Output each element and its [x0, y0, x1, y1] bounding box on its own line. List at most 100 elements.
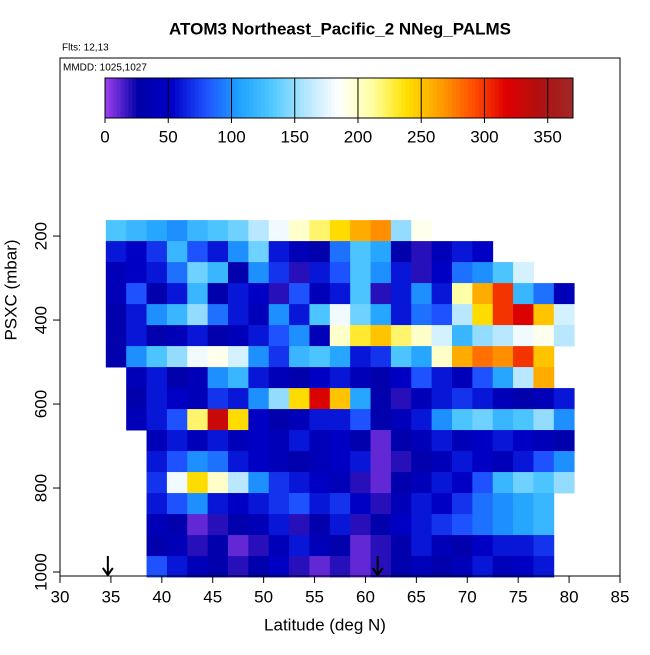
colorbar-swatch	[358, 78, 363, 118]
arrow	[371, 556, 384, 577]
heat-cell	[309, 388, 331, 410]
heat-cell	[329, 283, 351, 305]
heat-cell	[309, 241, 331, 263]
heat-cell	[248, 535, 270, 557]
heat-cell	[472, 514, 494, 536]
heat-cell	[248, 451, 270, 473]
heat-cell	[492, 346, 514, 368]
heat-cell	[228, 514, 249, 536]
heat-cell	[187, 241, 209, 263]
heat-cell	[309, 325, 331, 347]
heat-cell	[513, 325, 534, 347]
heat-cell	[146, 472, 168, 494]
heat-cell	[533, 409, 555, 431]
heat-cell	[309, 556, 331, 578]
colorbar-swatch	[120, 78, 125, 118]
colorbar-swatch	[483, 78, 488, 118]
heat-cell	[146, 430, 168, 452]
heat-cell	[492, 409, 514, 431]
colorbar-swatch	[491, 78, 496, 118]
heat-cell	[411, 409, 433, 431]
colorbar-swatch	[179, 78, 184, 118]
heat-cell	[492, 367, 514, 389]
heat-cell	[533, 493, 555, 515]
heat-cell	[370, 409, 392, 431]
colorbar-swatch	[381, 78, 387, 118]
heat-cell	[105, 262, 127, 284]
colorbar-swatch	[155, 78, 161, 118]
x-tick-label: 85	[611, 587, 630, 606]
colorbar-swatch	[144, 78, 149, 118]
heat-cell	[472, 388, 494, 410]
colorbar-swatch	[335, 78, 340, 118]
heat-cell	[166, 535, 188, 557]
heat-cell	[452, 430, 473, 452]
heat-cell	[187, 409, 209, 431]
heat-cell	[411, 514, 433, 536]
heat-cell	[309, 535, 331, 557]
heat-cell	[126, 262, 147, 284]
heat-cell	[513, 367, 534, 389]
heat-cell	[390, 262, 412, 284]
heat-cell	[207, 241, 229, 263]
colorbar-swatch	[210, 78, 215, 118]
heat-cell	[289, 304, 310, 326]
heat-cell	[207, 388, 229, 410]
heat-cell	[472, 451, 494, 473]
heat-cell	[329, 241, 351, 263]
heat-cell	[431, 535, 453, 557]
x-tick-label: 70	[458, 587, 477, 606]
heat-cell	[289, 493, 310, 515]
colorbar-swatch	[518, 78, 523, 118]
heat-cell	[146, 283, 168, 305]
heat-cell	[228, 493, 249, 515]
heat-cell	[166, 367, 188, 389]
heat-cell	[411, 556, 433, 578]
y-tick-label: 600	[31, 390, 50, 418]
colorbar-swatch	[374, 78, 379, 118]
heat-cell	[207, 220, 229, 242]
heat-cell	[289, 388, 310, 410]
heat-cell	[268, 304, 290, 326]
colorbar-swatch	[459, 78, 465, 118]
heat-cell	[350, 430, 371, 452]
heat-cell	[126, 346, 147, 368]
heat-cell	[309, 262, 331, 284]
heat-cell	[390, 493, 412, 515]
heat-cell	[166, 346, 188, 368]
heat-cell	[309, 472, 331, 494]
colorbar-swatch	[319, 78, 324, 118]
heat-cell	[553, 451, 575, 473]
y-axis-title: PSXC (mbar)	[1, 239, 20, 340]
colorbar-swatch	[331, 78, 336, 118]
colorbar-swatch	[436, 78, 441, 118]
heat-cell	[472, 409, 494, 431]
heat-cell	[472, 241, 494, 263]
heat-cell	[329, 556, 351, 578]
colorbar-swatch	[202, 78, 207, 118]
heat-cell	[431, 304, 453, 326]
heat-cell	[350, 241, 371, 263]
x-axis-title: Latitude (deg N)	[264, 615, 386, 634]
heat-cell	[289, 220, 310, 242]
colorbar-swatch	[222, 78, 227, 118]
colorbar-swatch	[116, 78, 122, 118]
heat-cell	[452, 514, 473, 536]
heat-cell	[472, 472, 494, 494]
heat-cell	[411, 451, 433, 473]
heat-cell	[329, 325, 351, 347]
heat-cell	[289, 451, 310, 473]
heat-cell	[166, 283, 188, 305]
heat-cell	[411, 241, 433, 263]
heat-cell	[329, 430, 351, 452]
heat-cell	[411, 304, 433, 326]
colorbar-swatch	[456, 78, 461, 118]
colorbar-swatch	[132, 78, 137, 118]
colorbar-swatch	[448, 78, 453, 118]
heat-cell	[248, 409, 270, 431]
heat-cell	[126, 283, 147, 305]
heat-cell	[492, 325, 514, 347]
heat-cell	[105, 325, 127, 347]
colorbar-swatch	[108, 78, 114, 118]
